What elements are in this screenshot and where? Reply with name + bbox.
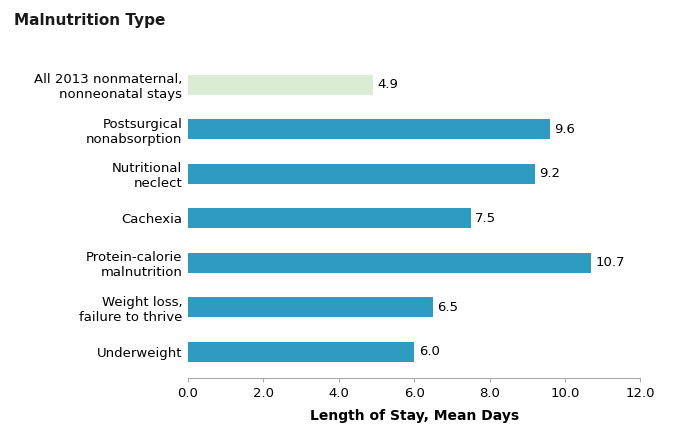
Bar	[188, 74, 372, 94]
Text: 9.2: 9.2	[539, 167, 560, 180]
Bar	[188, 342, 414, 361]
Text: 6.5: 6.5	[438, 300, 459, 314]
X-axis label: Length of Stay, Mean Days: Length of Stay, Mean Days	[310, 409, 519, 423]
Text: 10.7: 10.7	[596, 256, 625, 269]
Text: 9.6: 9.6	[554, 122, 575, 136]
Bar	[188, 119, 550, 139]
Bar	[188, 252, 592, 272]
Bar	[188, 297, 433, 317]
Text: 6.0: 6.0	[419, 345, 439, 358]
Bar	[188, 164, 535, 183]
Bar	[188, 208, 470, 228]
Text: Malnutrition Type: Malnutrition Type	[14, 13, 165, 28]
Text: 7.5: 7.5	[475, 211, 496, 225]
Text: 4.9: 4.9	[377, 78, 398, 91]
